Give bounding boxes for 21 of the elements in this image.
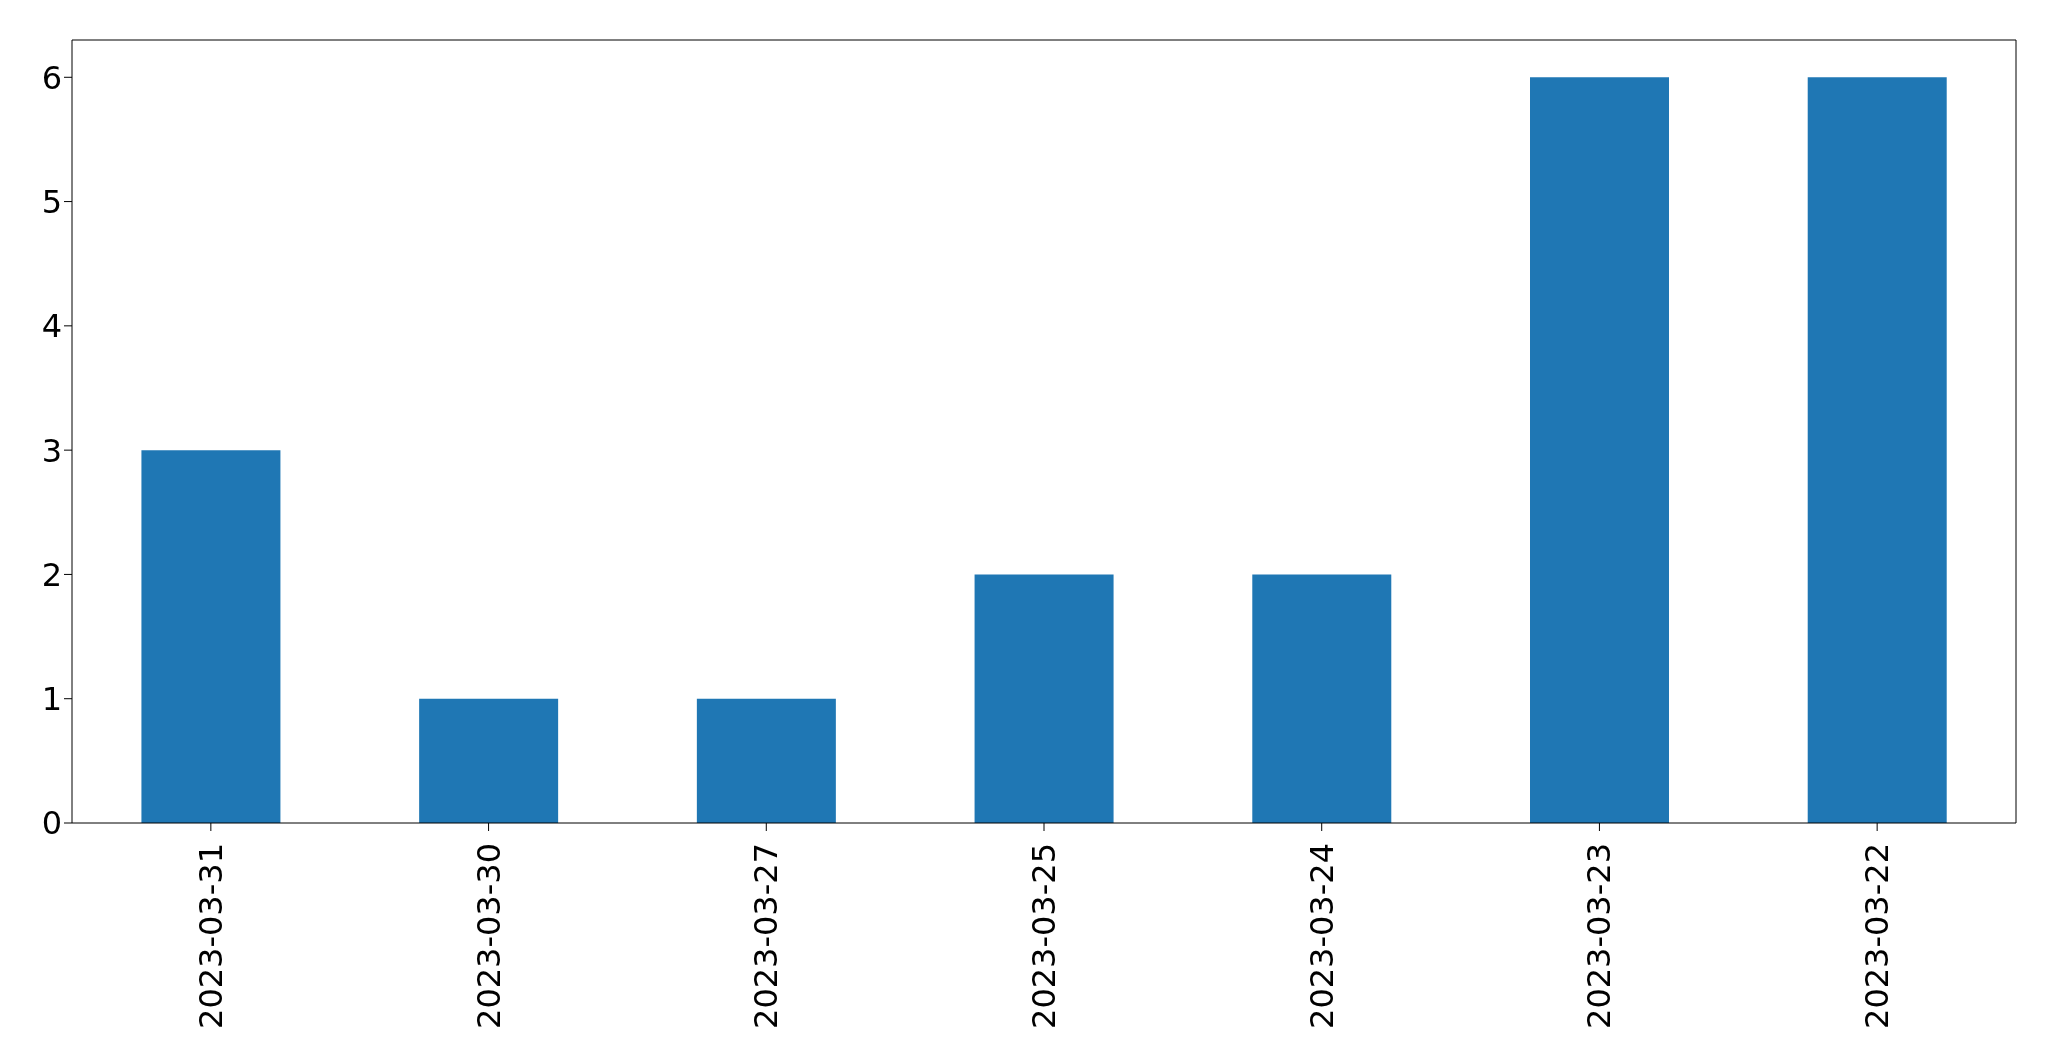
y-tick-label: 5 xyxy=(41,182,62,221)
x-tick-label: 2023-03-25 xyxy=(1025,843,1063,1029)
y-tick-label: 0 xyxy=(41,804,62,843)
bar xyxy=(974,574,1114,823)
y-tick-label: 4 xyxy=(41,307,62,346)
x-tick-label: 2023-03-31 xyxy=(191,843,230,1029)
bar xyxy=(1530,77,1669,823)
x-tick-label: 2023-03-22 xyxy=(1858,843,1897,1029)
bar xyxy=(141,450,281,823)
x-tick-label: 2023-03-27 xyxy=(747,843,786,1029)
x-tick-label: 2023-03-30 xyxy=(469,843,508,1029)
y-tick-label: 2 xyxy=(41,555,62,594)
y-tick-label: 6 xyxy=(41,58,62,97)
bar xyxy=(1252,574,1392,823)
bar xyxy=(1807,77,1947,823)
x-tick-label: 2023-03-23 xyxy=(1580,843,1619,1029)
x-tick-label: 2023-03-24 xyxy=(1302,843,1341,1029)
bar xyxy=(419,698,559,823)
y-tick-label: 1 xyxy=(41,680,62,719)
bar xyxy=(696,698,836,823)
y-tick-label: 3 xyxy=(41,431,62,470)
